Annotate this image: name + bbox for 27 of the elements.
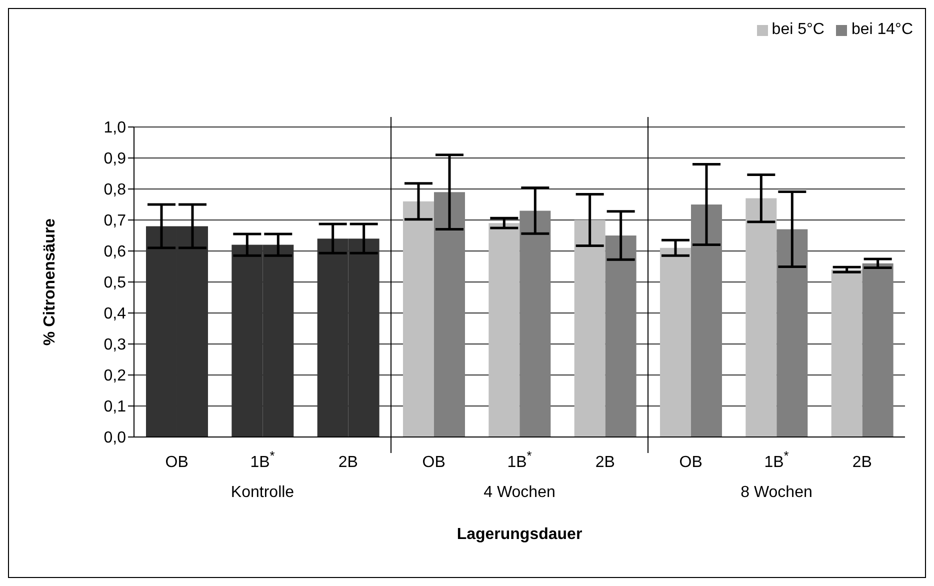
x-tick-label: OB xyxy=(165,454,188,471)
y-tick-label: 0,1 xyxy=(104,398,126,416)
y-axis-title: % Citronensäure xyxy=(42,218,59,346)
x-axis-title: Lagerungsdauer xyxy=(456,526,582,543)
text: Kontrolle xyxy=(230,484,294,501)
x-tick-label: OB xyxy=(679,454,702,471)
y-tick-label: 0,6 xyxy=(104,244,126,261)
y-tick-label: 0,4 xyxy=(104,306,126,323)
x-tick-label: 2B xyxy=(595,454,615,471)
y-tick-label: 0,8 xyxy=(104,182,126,199)
y-tick-label: 0,0 xyxy=(104,430,126,447)
y-tick-label: 0,5 xyxy=(104,274,126,292)
x-tick-label: 1B$^{*}$ xyxy=(764,448,789,471)
x-tick-label: OB xyxy=(422,454,446,471)
y-tick-label: 0,9 xyxy=(104,150,126,168)
y-tick-label: 0,2 xyxy=(104,368,126,385)
x-tick-label: 1B$^{*}$ xyxy=(507,448,532,471)
y-tick-label: 0,3 xyxy=(104,336,126,354)
legend-label: bei 14°C xyxy=(851,21,913,39)
y-tick-label: 1,0 xyxy=(104,120,126,137)
x-tick-label: 2B xyxy=(338,454,358,471)
y-tick-label: 0,7 xyxy=(104,212,126,230)
text: 4 Wochen xyxy=(484,484,556,501)
x-tick-label: 1B$^{*}$ xyxy=(250,448,275,471)
x-tick-label: 2B xyxy=(852,454,872,471)
legend-label: bei 5°C xyxy=(772,21,824,39)
text: 8 Wochen xyxy=(740,484,812,501)
